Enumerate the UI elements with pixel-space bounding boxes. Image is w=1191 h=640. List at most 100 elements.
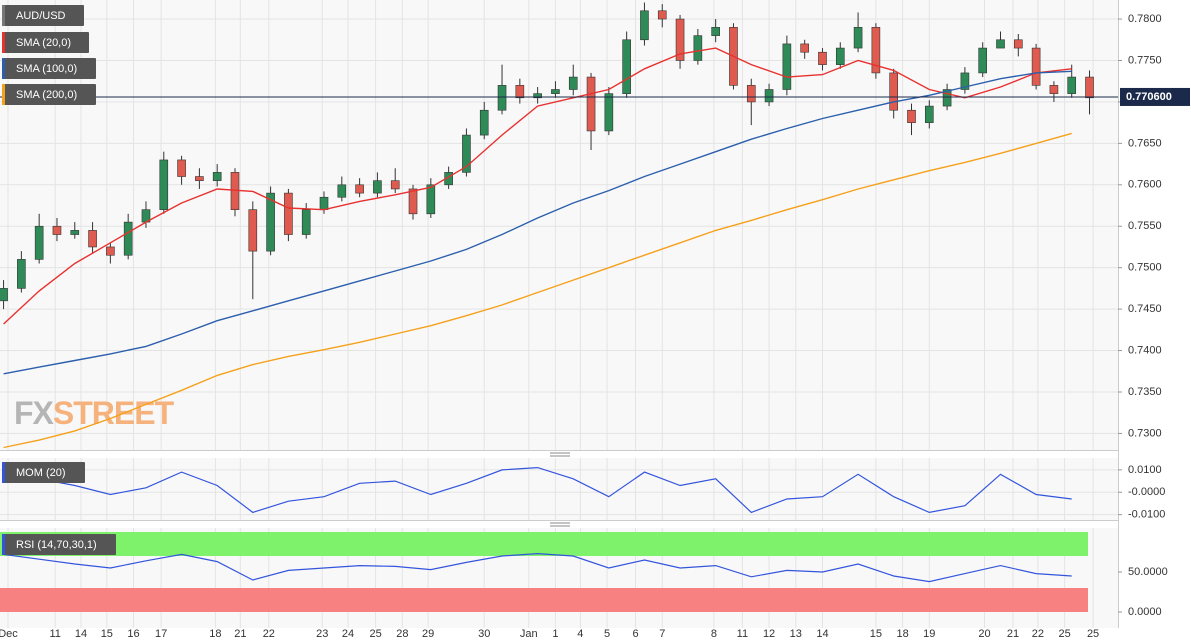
watermark: FXSTREET bbox=[14, 395, 175, 431]
x-tick-label: 11 bbox=[49, 628, 60, 640]
y-tick-label: 0.7800 bbox=[1128, 13, 1162, 25]
legend-label: RSI (14,70,30,1) bbox=[16, 539, 97, 551]
y-tick-label: 0.7750 bbox=[1128, 54, 1162, 66]
legend-box bbox=[2, 462, 85, 483]
legend-label: SMA (100,0) bbox=[16, 63, 77, 75]
candle-body bbox=[1067, 76, 1077, 94]
candle-body bbox=[942, 89, 952, 107]
sma-line bbox=[3, 70, 1072, 375]
x-tick-label: 14 bbox=[75, 628, 87, 640]
main-panel bbox=[0, 0, 1118, 450]
candle-body bbox=[996, 39, 1005, 49]
indicator-line bbox=[3, 552, 1072, 583]
legend-box bbox=[2, 84, 96, 105]
candle-body bbox=[70, 230, 80, 235]
legend-stripe bbox=[2, 534, 5, 555]
x-tick-label: 16 bbox=[127, 628, 139, 640]
candle-body bbox=[800, 43, 809, 53]
candle-body bbox=[159, 159, 169, 210]
y-tick-label: 50.0000 bbox=[1128, 566, 1168, 578]
legend-box bbox=[2, 58, 96, 79]
legend-box bbox=[2, 534, 116, 555]
resize-handle[interactable] bbox=[550, 452, 570, 527]
candle-body bbox=[337, 184, 347, 198]
x-tick-label: 25 bbox=[1087, 628, 1099, 640]
candle-body bbox=[782, 43, 792, 90]
x-tick-label: 21 bbox=[1007, 628, 1019, 640]
candle-body bbox=[835, 47, 845, 65]
x-tick-label: Jan bbox=[520, 628, 538, 640]
legend-stripe bbox=[2, 58, 5, 79]
y-tick-label: -0.0100 bbox=[1128, 509, 1165, 521]
candle-body bbox=[479, 109, 489, 136]
candle-body bbox=[462, 134, 471, 173]
legend-stripe bbox=[2, 5, 5, 26]
x-tick-label: 30 bbox=[478, 628, 490, 640]
candle-body bbox=[177, 159, 186, 177]
x-tick-label: 22 bbox=[263, 628, 275, 640]
x-tick-label: 12 bbox=[763, 628, 775, 640]
x-tick-label: 8 bbox=[711, 628, 717, 640]
x-tick-label: 14 bbox=[816, 628, 828, 640]
x-tick-label: 18 bbox=[209, 628, 221, 640]
candle-body bbox=[106, 246, 115, 256]
x-tick-label: 19 bbox=[923, 628, 935, 640]
y-tick-label: 0.7400 bbox=[1128, 344, 1162, 356]
candle-body bbox=[871, 27, 881, 74]
candle-body bbox=[17, 259, 26, 289]
indicator-line bbox=[3, 466, 1072, 514]
watermark-fx: FX bbox=[14, 395, 55, 431]
candle-body bbox=[533, 93, 542, 99]
x-tick-label: 25 bbox=[1058, 628, 1070, 640]
last-price-box bbox=[1120, 87, 1190, 106]
candle-body bbox=[818, 51, 827, 65]
x-tick-label: 29 bbox=[422, 628, 434, 640]
candle-body bbox=[640, 10, 649, 41]
candle-body bbox=[711, 27, 720, 36]
candle-body bbox=[195, 176, 204, 181]
sma-line bbox=[3, 132, 1072, 449]
candle-body bbox=[248, 209, 258, 252]
x-tick-label: 15 bbox=[870, 628, 882, 640]
y-tick-label: 0.7600 bbox=[1128, 179, 1162, 191]
y-tick-label: 0.7500 bbox=[1128, 262, 1162, 274]
candle-body bbox=[622, 39, 631, 94]
candle-body bbox=[34, 225, 44, 260]
candle-body bbox=[586, 76, 596, 132]
last-price-label: 0.770600 bbox=[1126, 91, 1172, 103]
y-tick-label: 0.0100 bbox=[1128, 464, 1162, 476]
candle-body bbox=[746, 85, 756, 103]
y-tick-label: 0.0000 bbox=[1128, 606, 1162, 618]
x-tick-label: 1 bbox=[552, 628, 558, 640]
sma-line bbox=[3, 47, 1072, 325]
candle-body bbox=[604, 93, 614, 132]
legend-stripe bbox=[2, 462, 5, 483]
x-tick-label: 22 bbox=[1032, 628, 1044, 640]
x-tick-label: 15 bbox=[101, 628, 113, 640]
y-tick-label: 0.7450 bbox=[1128, 303, 1162, 315]
candle-body bbox=[551, 89, 560, 94]
candle-body bbox=[52, 225, 62, 235]
y-tick-label: 0.7300 bbox=[1128, 427, 1162, 439]
legend-stripe bbox=[2, 32, 5, 53]
x-tick-label: 23 bbox=[316, 628, 328, 640]
y-tick-label: -0.0000 bbox=[1128, 486, 1165, 498]
legend-stripe bbox=[2, 84, 5, 105]
candle-body bbox=[978, 47, 988, 74]
legend-label: AUD/USD bbox=[16, 10, 66, 22]
x-tick-label: 5 bbox=[604, 628, 610, 640]
oversold-band bbox=[0, 588, 1088, 612]
candle-body bbox=[1031, 47, 1041, 86]
candle-body bbox=[907, 109, 916, 123]
y-tick-label: 0.7650 bbox=[1128, 137, 1162, 149]
candle-body bbox=[924, 105, 934, 123]
legend-box bbox=[2, 32, 89, 53]
candle-body bbox=[1014, 39, 1023, 49]
x-tick-label: 21 bbox=[234, 628, 246, 640]
x-tick-label: 25 bbox=[370, 628, 382, 640]
x-tick-label: 24 bbox=[342, 628, 354, 640]
candle-body bbox=[123, 221, 133, 256]
candle-body bbox=[408, 188, 418, 215]
candle-body bbox=[853, 27, 863, 49]
x-tick-label: 11 bbox=[737, 628, 748, 640]
